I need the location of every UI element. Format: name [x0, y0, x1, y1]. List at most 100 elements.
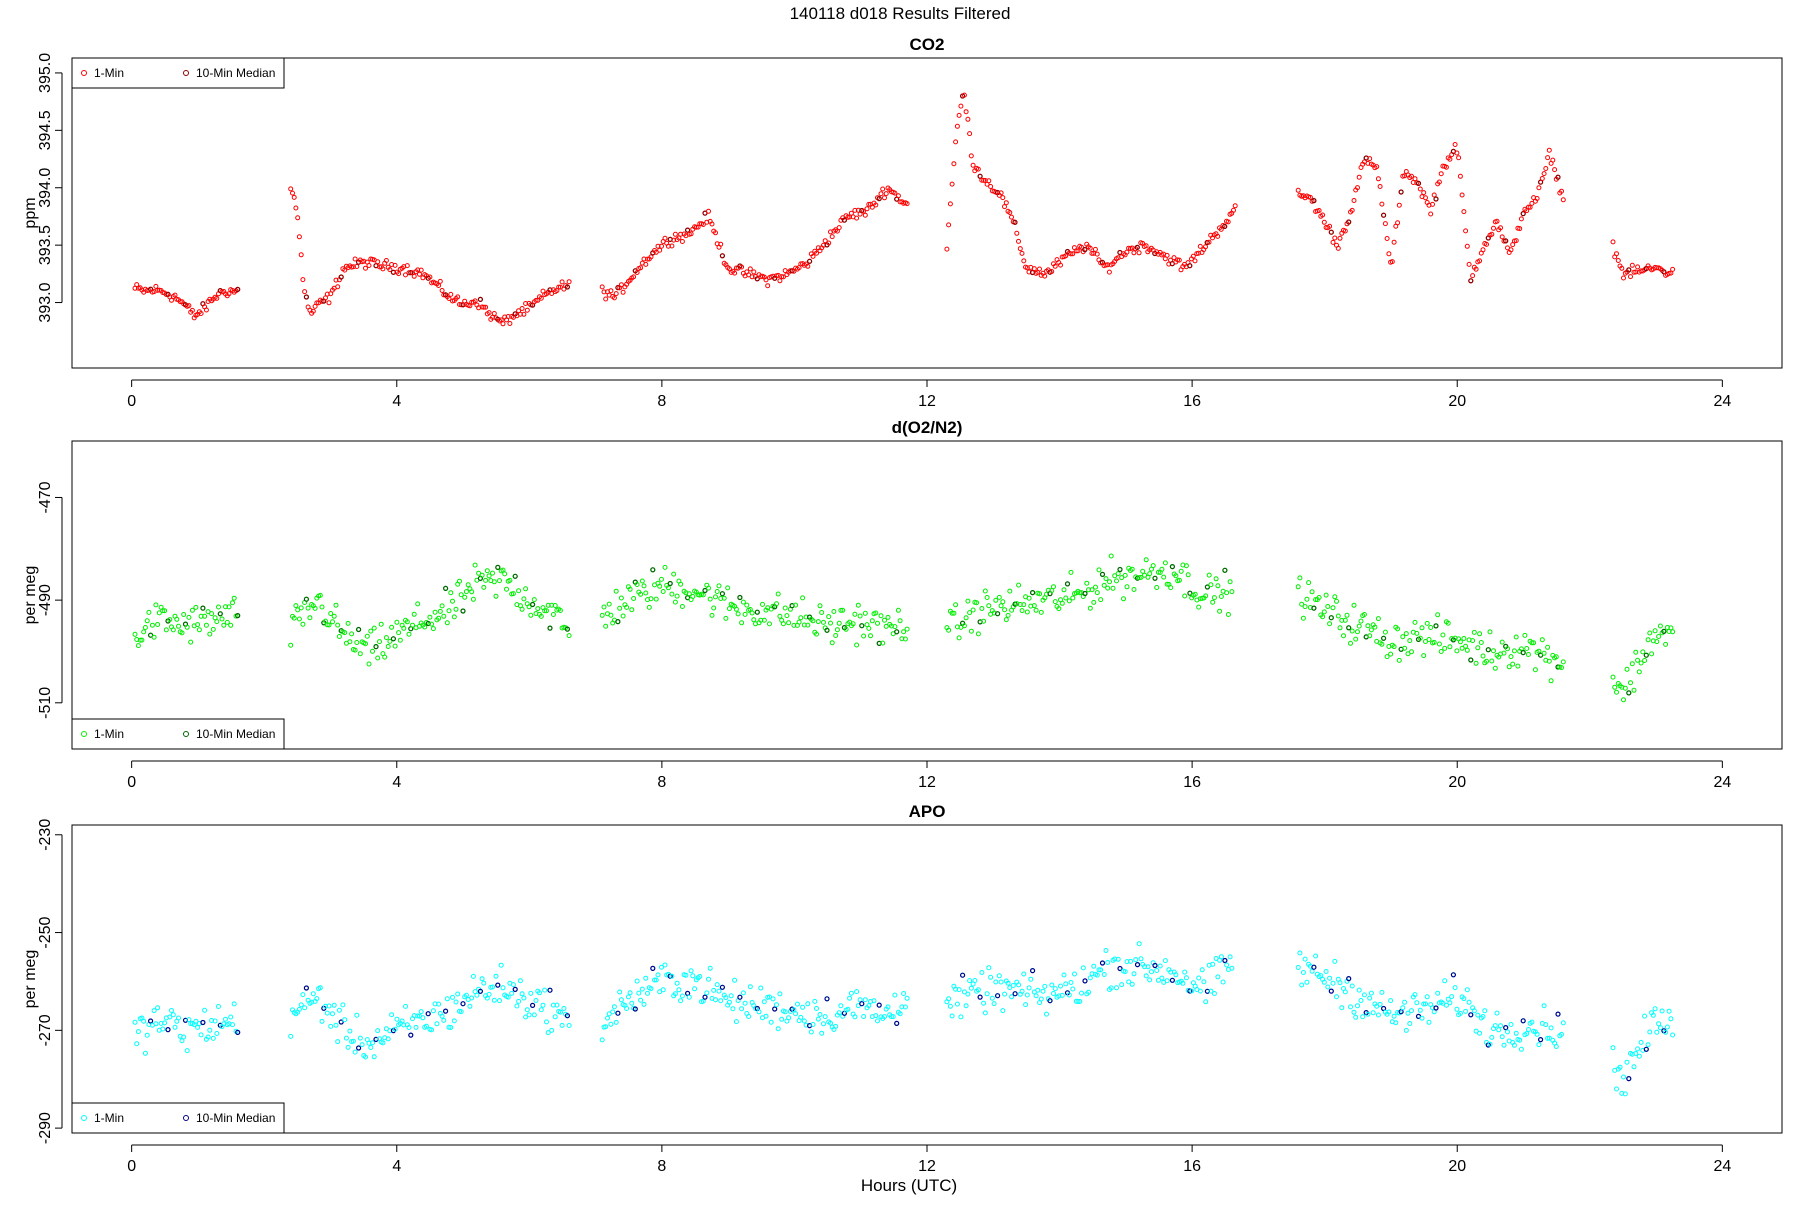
y-tick-label: 394.5 — [37, 110, 54, 150]
point-1min — [643, 590, 649, 596]
point-1min — [319, 1018, 325, 1024]
point-1min — [1119, 575, 1125, 581]
point-1min — [144, 618, 150, 624]
point-1min — [533, 297, 539, 303]
point-1min — [1155, 977, 1161, 983]
point-1min — [298, 252, 304, 258]
point-1min — [500, 321, 506, 327]
point-1min — [657, 583, 663, 589]
point-1min — [210, 1035, 216, 1041]
point-1min — [132, 631, 138, 637]
point-1min — [1654, 1029, 1660, 1035]
point-1min — [1396, 657, 1402, 663]
x-tick-label: 12 — [918, 1158, 936, 1175]
point-1min — [535, 606, 541, 612]
point-10min-median — [390, 636, 396, 642]
point-1min — [1084, 580, 1090, 586]
point-1min — [198, 1032, 204, 1038]
point-1min — [1445, 620, 1451, 626]
point-1min — [998, 190, 1004, 196]
point-1min — [1231, 207, 1236, 213]
point-1min — [1070, 595, 1076, 601]
point-1min — [214, 619, 220, 625]
point-1min — [557, 1009, 563, 1015]
point-1min — [765, 283, 771, 289]
point-1min — [1652, 628, 1658, 634]
point-1min — [179, 630, 185, 636]
point-10min-median — [408, 1032, 414, 1038]
point-1min — [302, 289, 308, 295]
point-1min — [383, 258, 389, 263]
point-1min — [406, 1025, 412, 1030]
point-1min — [1368, 627, 1374, 633]
point-1min — [296, 234, 302, 240]
point-1min — [1211, 991, 1217, 996]
point-1min — [1539, 176, 1545, 181]
point-1min — [1428, 211, 1434, 217]
point-1min — [1466, 261, 1472, 267]
point-1min — [660, 987, 666, 993]
point-10min-median — [1468, 278, 1474, 284]
point-10min-median — [1187, 590, 1193, 596]
point-1min — [946, 996, 952, 1002]
point-1min — [963, 109, 969, 115]
point-1min — [439, 1013, 445, 1019]
point-1min — [389, 624, 395, 630]
point-1min — [429, 621, 435, 627]
point-1min — [1351, 602, 1357, 608]
point-1min — [613, 588, 619, 594]
point-1min — [1511, 1042, 1517, 1048]
point-1min — [1391, 239, 1397, 245]
point-1min — [746, 1014, 752, 1019]
point-10min-median — [615, 1010, 621, 1016]
point-1min — [1203, 593, 1209, 599]
point-10min-median — [477, 988, 483, 994]
point-1min — [1019, 250, 1025, 256]
point-10min-median — [1222, 567, 1228, 573]
point-1min — [364, 633, 370, 639]
point-1min — [352, 647, 358, 653]
point-1min — [1543, 1022, 1549, 1028]
point-1min — [1650, 1012, 1656, 1018]
point-1min — [544, 1019, 549, 1025]
point-10min-median — [1082, 978, 1088, 984]
plot-frame — [71, 440, 1783, 750]
y-tick-label: 393.0 — [37, 282, 54, 322]
point-1min — [873, 610, 879, 616]
point-1min — [170, 1012, 176, 1018]
point-1min — [1508, 1022, 1514, 1027]
point-1min — [1409, 1008, 1414, 1014]
point-1min — [1122, 969, 1128, 975]
point-1min — [1631, 687, 1637, 693]
point-1min — [1002, 204, 1007, 210]
point-1min — [230, 1022, 235, 1028]
point-1min — [181, 1034, 187, 1040]
point-1min — [557, 608, 563, 613]
point-1min — [624, 604, 630, 610]
point-1min — [336, 1007, 342, 1013]
point-1min — [1447, 156, 1453, 162]
legend-box — [71, 57, 285, 89]
point-1min — [340, 1002, 346, 1008]
point-1min — [335, 1039, 341, 1045]
point-1min — [1375, 1012, 1381, 1018]
point-1min — [1546, 1035, 1552, 1041]
point-1min — [357, 1035, 363, 1041]
point-10min-median — [1047, 998, 1053, 1004]
point-1min — [1610, 1045, 1616, 1051]
point-1min — [504, 586, 509, 592]
point-10min-median — [1468, 1012, 1474, 1018]
point-1min — [516, 588, 522, 594]
point-1min — [686, 994, 692, 1000]
panel-title: APO — [909, 802, 946, 821]
point-1min — [747, 984, 753, 990]
point-1min — [986, 603, 992, 609]
point-1min — [1295, 965, 1301, 970]
point-1min — [1348, 1004, 1353, 1010]
point-1min — [1525, 652, 1531, 657]
point-1min — [1325, 604, 1331, 609]
point-1min — [1003, 617, 1009, 623]
point-1min — [1224, 590, 1230, 596]
point-1min — [674, 593, 680, 599]
